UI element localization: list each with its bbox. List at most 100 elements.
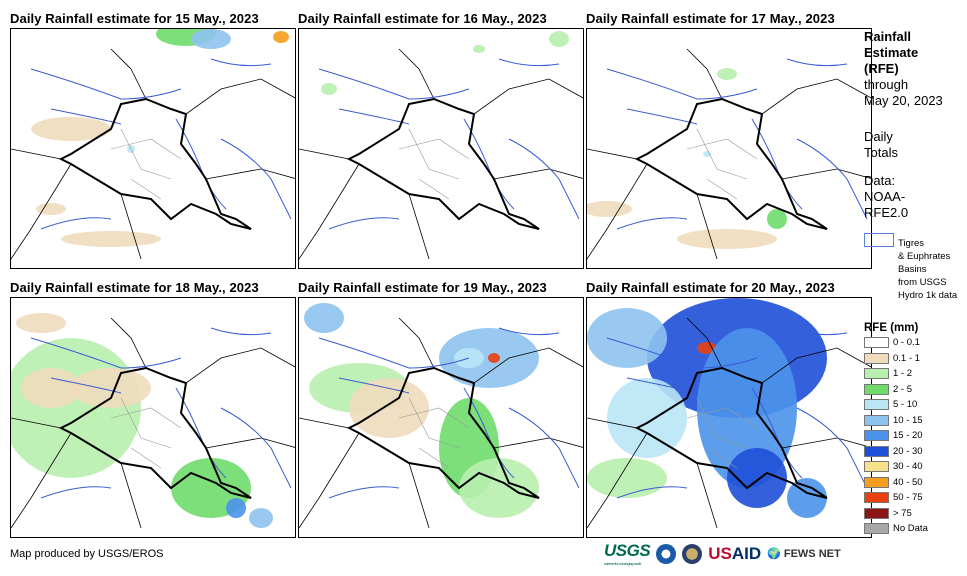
rainfall-area (349, 378, 429, 438)
heading-line-1: Rainfall (864, 29, 911, 44)
rainfall-area (71, 368, 151, 408)
legend-item: 0.1 - 1 (864, 352, 920, 364)
basin-river (318, 68, 470, 100)
basin-river (626, 108, 698, 125)
iraq-border (346, 366, 540, 499)
basin-river (328, 217, 400, 230)
rainfall-map-19-may (298, 297, 584, 538)
legend-heading: Rainfall Estimate (RFE) through May 20, … (864, 29, 943, 109)
rainfall-map-15-may (10, 28, 296, 269)
data-source-2: RFE2.0 (864, 205, 909, 220)
basin-river (30, 337, 182, 369)
legend-label: 15 - 20 (893, 430, 923, 441)
country-border (473, 78, 583, 115)
country-border (408, 462, 430, 529)
through-label: through (864, 77, 909, 92)
basin-river (40, 486, 112, 499)
legend-swatch (864, 430, 889, 441)
country-border (299, 417, 350, 429)
rainfall-area (249, 508, 273, 528)
basin-river (796, 407, 868, 489)
rainfall-area (191, 29, 231, 49)
country-border (696, 462, 718, 529)
basin-note: Tigres & Euphrates Basins from USGS Hydr… (898, 238, 958, 301)
legend-label: 1 - 2 (893, 368, 913, 379)
rainfall-area (549, 31, 569, 47)
basin-river (616, 486, 688, 499)
legend-label: No Data (893, 523, 928, 534)
legend-label: > 75 (893, 507, 912, 519)
legend-label: 50 - 75 (893, 492, 923, 503)
map-svg (587, 48, 871, 260)
country-border (761, 347, 871, 384)
rainfall-area (727, 448, 787, 508)
country-border (120, 462, 142, 529)
map-credit: Map produced by USGS/EROS (10, 548, 164, 560)
legend-item: 50 - 75 (864, 492, 923, 503)
basin-river (40, 217, 112, 230)
legend-item: 5 - 10 (864, 399, 917, 410)
rainfall-area (717, 68, 737, 80)
noaa-logo (656, 543, 677, 564)
country-border (299, 163, 360, 260)
legend-label: 20 - 30 (893, 445, 923, 457)
map-svg (299, 31, 583, 260)
fews-net-logo: 🌍 FEWS NET (767, 548, 841, 560)
data-label: Data: (864, 173, 896, 188)
legend-label: 0 - 0.1 (893, 337, 920, 348)
country-border (11, 148, 62, 160)
basin-river (751, 118, 803, 210)
rainfall-area (61, 231, 161, 247)
legend-swatch (864, 507, 889, 519)
panel-title-1: Daily Rainfall estimate for 15 May., 202… (10, 11, 259, 26)
iraq-border (346, 97, 540, 230)
basin-river (338, 377, 410, 394)
legend-swatch (864, 523, 889, 534)
legend-swatch (864, 383, 889, 395)
rainfall-area (11, 338, 141, 478)
daily-label: Daily (864, 129, 893, 144)
country-border (110, 317, 147, 369)
basin-river (508, 138, 580, 220)
basin-river (338, 108, 410, 125)
country-border (299, 148, 350, 160)
panel-title-4: Daily Rainfall estimate for 18 May., 202… (10, 280, 259, 295)
country-border (686, 48, 723, 100)
country-border (587, 163, 648, 260)
iraq-border (58, 366, 252, 499)
legend-label: 2 - 5 (893, 383, 913, 395)
country-border (493, 168, 583, 180)
legend-item: 15 - 20 (864, 430, 923, 441)
legend-label: 40 - 50 (893, 476, 923, 488)
basin-river (328, 486, 400, 499)
legend-item: 40 - 50 (864, 476, 923, 488)
basin-river (210, 327, 272, 336)
rainfall-area (787, 478, 827, 518)
country-border (781, 437, 871, 449)
legend-label: 0.1 - 1 (893, 352, 920, 364)
country-border (11, 163, 72, 260)
rainfall-area (226, 498, 246, 518)
legend-swatch (864, 476, 889, 488)
country-border (587, 417, 638, 429)
legend-item: 10 - 15 (864, 414, 923, 426)
data-source-1: NOAA- (864, 189, 906, 204)
legend-swatch (864, 352, 889, 364)
rainfall-area (607, 378, 687, 458)
panel-title-5: Daily Rainfall estimate for 19 May., 202… (298, 280, 547, 295)
basin-outline-swatch (864, 233, 894, 247)
province-lines (110, 397, 182, 469)
basin-river (175, 118, 227, 210)
daily-totals: Daily Totals (864, 129, 898, 161)
basin-river (210, 58, 272, 67)
heading-line-2: Estimate (864, 45, 919, 60)
rainfall-area (321, 83, 337, 95)
basin-river (616, 217, 688, 230)
country-border (587, 432, 648, 529)
country-border (761, 78, 871, 115)
through-date: May 20, 2023 (864, 93, 943, 108)
legend-item: 20 - 30 (864, 445, 923, 457)
basin-river (463, 387, 515, 479)
basin-river (498, 58, 560, 67)
legend-swatch (864, 461, 889, 472)
